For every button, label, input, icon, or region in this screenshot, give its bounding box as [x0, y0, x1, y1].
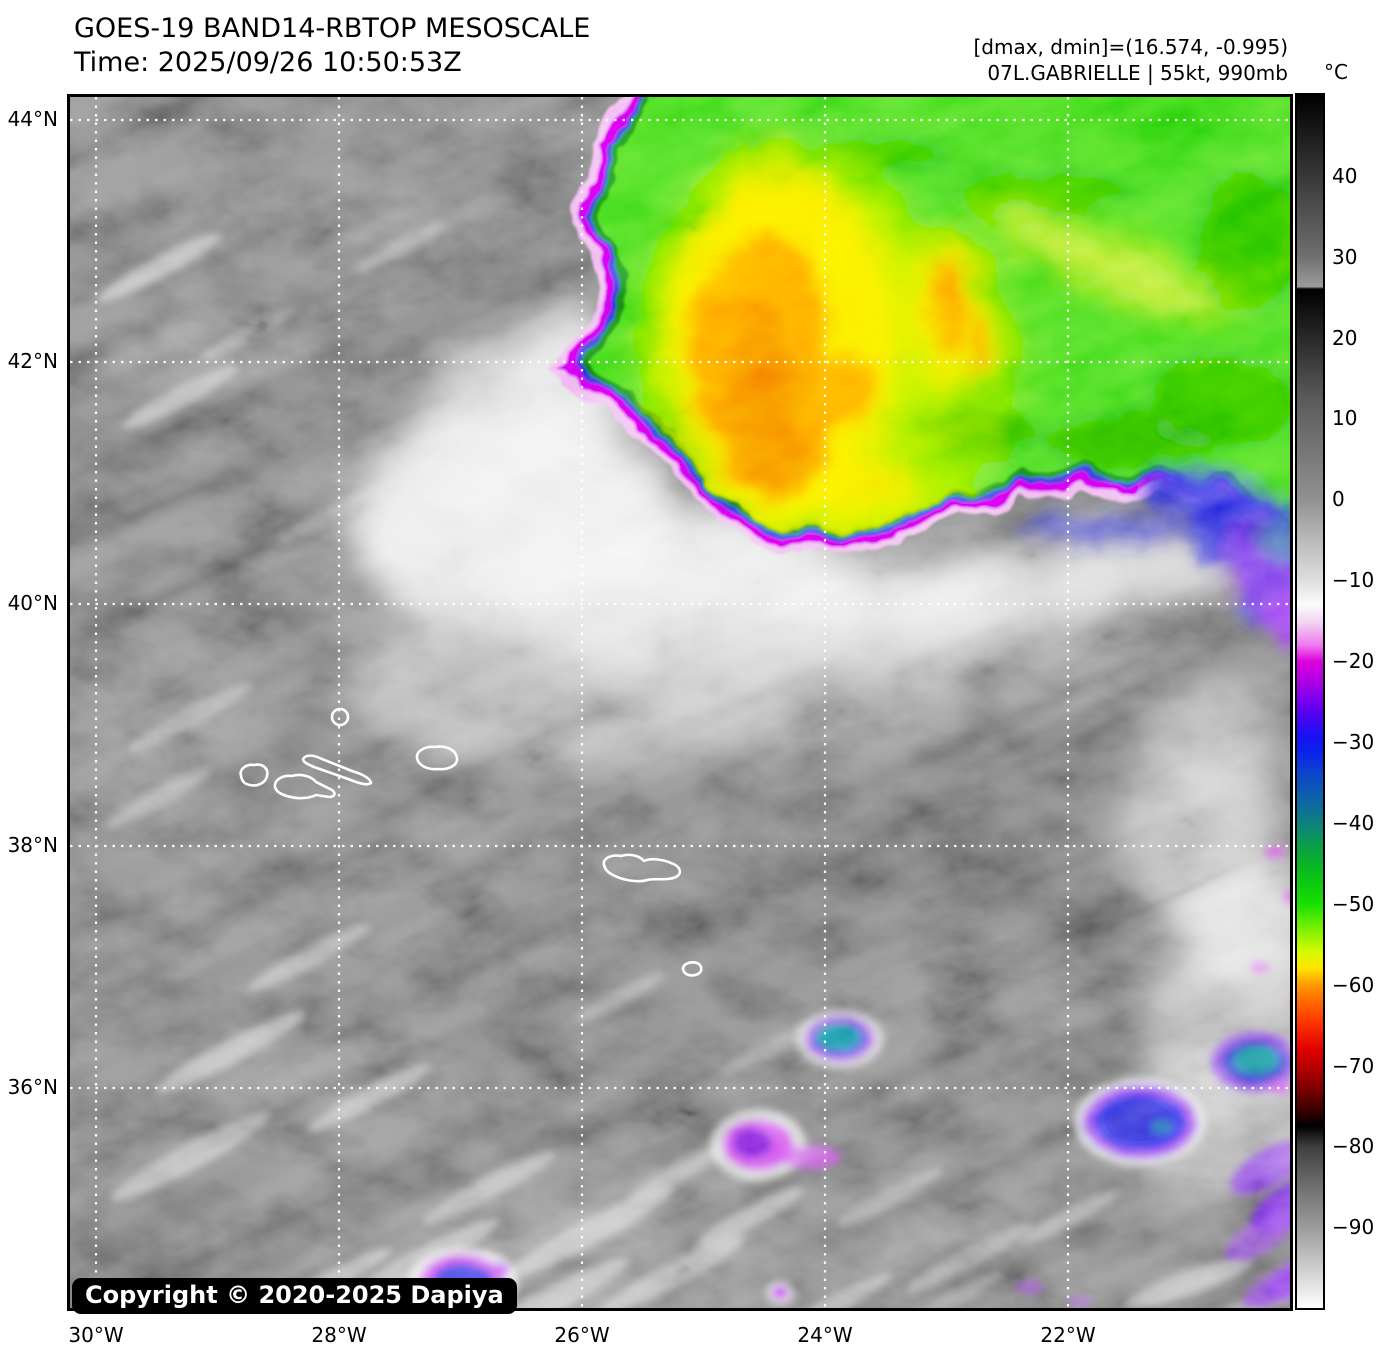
lat-label: 42°N: [7, 349, 58, 373]
colorbar-tick: 0: [1332, 487, 1345, 511]
colorbar-tick: −30: [1332, 730, 1375, 754]
colorbar-tick: 10: [1332, 406, 1358, 430]
longitude-axis: 30°W 28°W 26°W 24°W 22°W: [0, 1322, 1389, 1352]
colorbar-tick: −10: [1332, 568, 1375, 592]
timestamp: Time: 2025/09/26 10:50:53Z: [74, 47, 462, 78]
lon-label: 22°W: [1040, 1323, 1096, 1347]
lat-label: 40°N: [7, 591, 58, 615]
coastlines: [239, 707, 703, 977]
colorbar-tick: 40: [1332, 164, 1358, 188]
colorbar-tick: −70: [1332, 1054, 1375, 1078]
graticule: [70, 97, 1290, 1308]
header: GOES-19 BAND14-RBTOP MESOSCALE Time: 202…: [74, 12, 590, 80]
annotations: [dmax, dmin]=(16.574, -0.995) 07L.GABRIE…: [973, 34, 1288, 86]
colorbar: [1295, 93, 1325, 1310]
colorbar-tick: 30: [1332, 245, 1358, 269]
colorbar-tick: −90: [1332, 1215, 1375, 1239]
colorbar-gradient: [1297, 95, 1323, 1308]
lat-label: 44°N: [7, 107, 58, 131]
storm-readout: 07L.GABRIELLE | 55kt, 990mb: [987, 61, 1288, 85]
colorbar-tick: −80: [1332, 1134, 1375, 1158]
colorbar-unit: °C: [1324, 60, 1348, 84]
lon-label: 24°W: [797, 1323, 853, 1347]
lon-label: 28°W: [311, 1323, 367, 1347]
page-title: GOES-19 BAND14-RBTOP MESOSCALE: [74, 13, 591, 44]
latitude-axis: 44°N 42°N 40°N 38°N 36°N: [0, 0, 62, 1359]
lat-label: 36°N: [7, 1075, 58, 1099]
colorbar-tick: −60: [1332, 973, 1375, 997]
lon-label: 30°W: [68, 1323, 124, 1347]
map-frame: [67, 94, 1293, 1311]
colorbar-tick: −20: [1332, 649, 1375, 673]
copyright-badge: Copyright © 2020-2025 Dapiya: [72, 1278, 517, 1314]
lon-label: 26°W: [554, 1323, 610, 1347]
colorbar-tick: −40: [1332, 811, 1375, 835]
satellite-image: [70, 97, 1290, 1308]
lat-label: 38°N: [7, 833, 58, 857]
dmax-dmin-readout: [dmax, dmin]=(16.574, -0.995): [973, 35, 1288, 59]
colorbar-tick: 20: [1332, 326, 1358, 350]
colorbar-tick: −50: [1332, 892, 1375, 916]
